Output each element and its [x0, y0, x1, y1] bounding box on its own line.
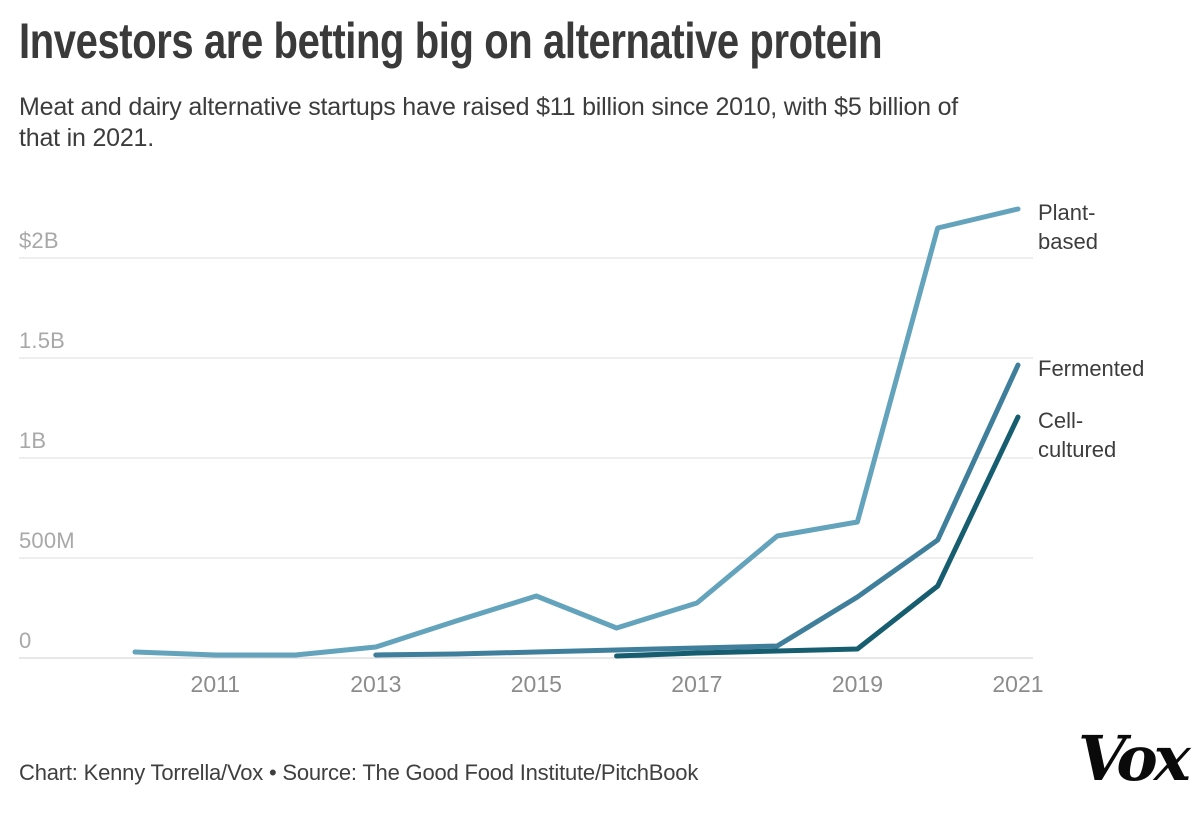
series-label-plant-based: Plant- based: [1038, 200, 1098, 254]
x-axis-label-2013: 2013: [350, 671, 402, 697]
y-axis-label-$2B: $2B: [19, 228, 59, 253]
x-axis-label-2015: 2015: [510, 671, 562, 697]
credit-line: Chart: Kenny Torrella/Vox • Source: The …: [19, 760, 699, 785]
series-line-fermented: [373, 362, 1021, 658]
series-line-plant-based: [132, 206, 1021, 658]
x-axis-label-2019: 2019: [831, 671, 884, 697]
x-axis-label-2021: 2021: [992, 671, 1044, 697]
x-axis-label-2011: 2011: [190, 671, 240, 697]
chart-subtitle: Meat and dairy alternative startups have…: [19, 93, 959, 152]
y-axis-label-1.5B: 1.5B: [19, 328, 66, 353]
series-line-cell-cultured: [614, 414, 1021, 659]
series-label-cell-cultured: Cell- cultured: [1038, 408, 1117, 462]
chart-title: Investors are betting big on alternative…: [19, 13, 883, 69]
y-axis-label-0: 0: [19, 628, 32, 653]
y-axis-label-1B: 1B: [19, 428, 47, 453]
vox-logo: Vox: [1078, 722, 1191, 795]
series-label-fermented: Fermented: [1038, 356, 1145, 381]
x-axis-label-2017: 2017: [671, 671, 723, 697]
y-axis-label-500M: 500M: [19, 528, 75, 553]
